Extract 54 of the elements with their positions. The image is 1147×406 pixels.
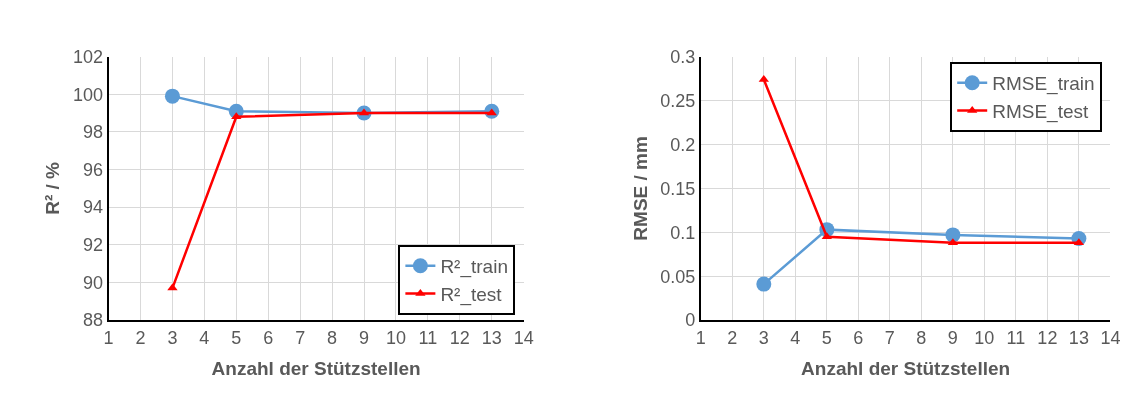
x-tick-label: 14: [513, 327, 534, 348]
x-tick-label: 7: [295, 327, 306, 348]
legend-label: RMSE_test: [992, 100, 1090, 123]
x-tick-label: 1: [103, 327, 114, 348]
x-tick-label: 4: [199, 327, 210, 348]
x-tick-label: 8: [327, 327, 338, 348]
x-tick-label: 11: [418, 327, 438, 348]
x-tick-label: 2: [727, 327, 738, 348]
x-tick-label: 3: [167, 327, 178, 348]
y-tick-label: 90: [82, 272, 103, 293]
x-tick-label: 10: [385, 327, 406, 348]
y-tick-label: 0.15: [660, 178, 696, 199]
y-tick-label: 0: [685, 310, 696, 331]
y-tick-label: 94: [82, 197, 103, 218]
point: [945, 227, 961, 243]
point: [164, 88, 180, 104]
y-tick-label: 0.3: [670, 46, 696, 67]
x-tick-label: 4: [790, 327, 801, 348]
y-axis-title: RMSE / mm: [629, 136, 651, 241]
x-tick-label: 5: [231, 327, 242, 348]
x-tick-label: 10: [974, 327, 995, 348]
x-tick-label: 6: [853, 327, 864, 348]
legend-label: R²_test: [440, 283, 503, 306]
x-tick-label: 8: [916, 327, 927, 348]
x-tick-label: 9: [947, 327, 958, 348]
y-tick-label: 0.2: [670, 134, 696, 155]
y-tick-label: 0.25: [660, 90, 696, 111]
y-tick-label: 100: [72, 84, 103, 105]
x-tick-label: 14: [1100, 327, 1121, 348]
legend-label: RMSE_train: [992, 73, 1095, 96]
x-axis-title: Anzahl der Stützstellen: [801, 358, 1011, 380]
y-tick-label: 102: [72, 46, 103, 67]
y-tick-label: 0.05: [660, 266, 696, 287]
x-tick-label: 11: [1006, 327, 1026, 348]
y-axis-title: R² / %: [42, 161, 64, 215]
x-tick-label: 6: [263, 327, 274, 348]
x-tick-label: 12: [1037, 327, 1058, 348]
x-tick-label: 3: [758, 327, 769, 348]
x-tick-label: 7: [884, 327, 895, 348]
y-tick-label: 88: [82, 310, 103, 331]
x-tick-label: 1: [695, 327, 706, 348]
x-tick-label: 2: [135, 327, 146, 348]
point: [756, 276, 772, 292]
x-tick-label: 13: [481, 327, 502, 348]
y-tick-label: 92: [82, 235, 103, 256]
x-tick-label: 5: [821, 327, 832, 348]
legend-label: R²_train: [440, 256, 508, 279]
y-tick-label: 96: [82, 159, 103, 180]
y-tick-label: 98: [82, 122, 103, 143]
x-tick-label: 13: [1068, 327, 1089, 348]
y-tick-label: 0.1: [670, 222, 696, 243]
x-tick-label: 12: [449, 327, 470, 348]
x-tick-label: 9: [359, 327, 370, 348]
x-axis-title: Anzahl der Stützstellen: [211, 358, 421, 380]
